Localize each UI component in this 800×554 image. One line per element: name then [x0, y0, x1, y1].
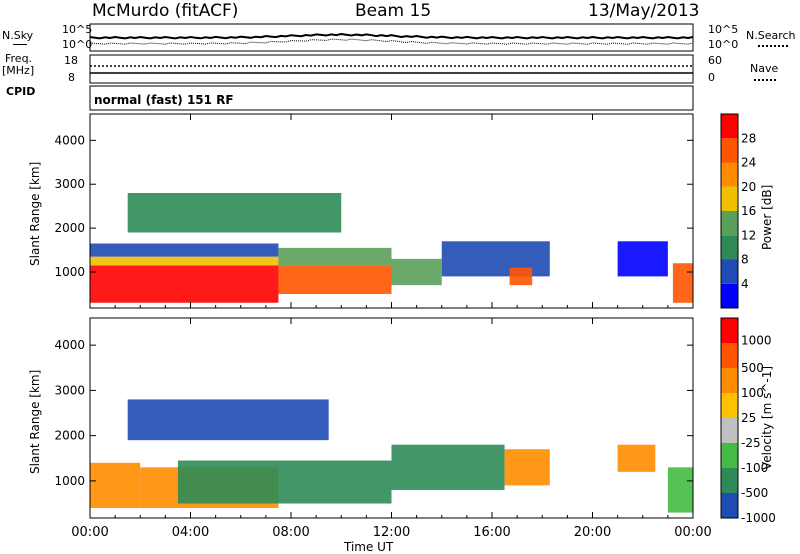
nave-tick-low: 0 — [708, 71, 715, 84]
velocity-colorbar-segment — [721, 393, 738, 418]
nsearch-label: N.Search — [746, 29, 796, 42]
power-colorbar-frame — [720, 113, 739, 309]
velocity-colorbar-segment — [721, 418, 738, 443]
velocity-colorbar-tick: -500 — [741, 486, 768, 500]
velocity-ytick-label: 3000 — [54, 383, 85, 397]
x-tick-label: 20:00 — [574, 525, 611, 540]
power-region-3 — [278, 265, 392, 294]
freq-panel-frame — [89, 54, 694, 84]
beam-title: Beam 15 — [355, 1, 432, 21]
velocity-heatmap — [90, 399, 693, 513]
velocity-region-4 — [504, 449, 550, 486]
power-colorbar-segment — [721, 186, 738, 211]
nsearch-trace — [89, 38, 694, 45]
cpid-text: normal (fast) 151 RF — [94, 93, 234, 107]
x-axis-title: Time UT — [344, 540, 394, 554]
power-colorbar-segment — [721, 235, 738, 260]
nsearch-tick-low: 10^0 — [708, 38, 739, 51]
velocity-region-6 — [667, 467, 693, 513]
power-colorbar-tick: 20 — [741, 180, 756, 194]
power-region-2 — [90, 243, 279, 257]
velocity-region-5 — [617, 444, 656, 472]
power-region-4 — [278, 247, 392, 266]
x-tick-label: 00:00 — [71, 525, 108, 540]
x-tick-label: 04:00 — [172, 525, 209, 540]
nsearch-legend-line — [758, 45, 788, 47]
nave-label: Nave — [750, 62, 779, 75]
velocity-colorbar-segment — [721, 368, 738, 393]
freq-tick-low: 8 — [68, 71, 75, 84]
velocity-colorbar-frame — [720, 317, 739, 519]
power-region-5 — [391, 258, 442, 286]
nsky-legend-line — [13, 44, 27, 45]
power-region-10 — [127, 193, 342, 233]
cpid-panel-frame — [89, 85, 694, 111]
colorbars: 4 8 12 16 20 24 28 1000 500 100 25 -25 -100 -500 -1000 — [720, 113, 776, 525]
velocity-ytick-label: 4000 — [54, 338, 85, 352]
power-ytick-label: 1000 — [54, 265, 85, 279]
x-tick-label: 00:00 — [674, 525, 711, 540]
power-colorbar-segment — [721, 162, 738, 187]
power-colorbar-tick: 4 — [741, 277, 749, 291]
power-colorbar-segment — [721, 211, 738, 236]
nsky-label: N.Sky — [2, 29, 34, 42]
x-tick-label: 16:00 — [473, 525, 510, 540]
axes: 1000 2000 3000 4000 1000 2000 3000 4000 00:00 04:… — [54, 113, 712, 540]
power-region-8 — [617, 241, 668, 277]
nsky-tick-low: 10^0 — [62, 38, 93, 51]
power-colorbar-tick: 24 — [741, 156, 756, 170]
nsky-tick-high: 10^5 — [62, 23, 93, 36]
velocity-region-2 — [177, 460, 392, 504]
freq-tick-high: 18 — [64, 54, 78, 67]
power-colorbar-segment — [721, 259, 738, 284]
nsearch-tick-high: 10^5 — [708, 23, 739, 36]
x-tick-label: 08:00 — [272, 525, 309, 540]
x-tick-label: 12:00 — [373, 525, 410, 540]
power-heatmap — [90, 193, 693, 303]
freq-label-line1: Freq. — [5, 52, 33, 65]
velocity-colorbar-segment — [721, 493, 738, 518]
nave-tick-high: 60 — [708, 54, 722, 67]
status-panels — [89, 23, 694, 111]
power-region-0 — [90, 265, 279, 303]
velocity-region-7 — [127, 399, 329, 441]
power-colorbar-tick: 28 — [741, 131, 756, 145]
velocity-colorbar-tick: 1000 — [741, 334, 772, 348]
power-region-1 — [90, 256, 279, 266]
velocity-colorbar-tick: 100 — [741, 386, 764, 400]
date-title: 13/May/2013 — [588, 1, 700, 21]
power-colorbar-segment — [721, 138, 738, 163]
velocity-colorbar-tick: 25 — [741, 411, 756, 425]
velocity-colorbar-tick: -100 — [741, 461, 768, 475]
velocity-colorbar-tick: 500 — [741, 361, 764, 375]
power-colorbar-tick: 12 — [741, 228, 756, 242]
velocity-region-0 — [90, 462, 141, 509]
power-ytick-label: 4000 — [54, 133, 85, 147]
power-ytick-label: 3000 — [54, 177, 85, 191]
velocity-region-3 — [391, 444, 505, 490]
power-colorbar-segment — [721, 283, 738, 308]
velocity-colorbar-tick: -25 — [741, 436, 761, 450]
power-region-7 — [509, 267, 533, 286]
nsky-trace — [89, 32, 694, 40]
velocity-colorbar-tick: -1000 — [741, 511, 776, 525]
power-colorbar-segment — [721, 114, 738, 139]
power-region-6 — [441, 241, 550, 277]
power-region-9 — [672, 263, 693, 303]
velocity-colorbar-segment — [721, 468, 738, 493]
power-colorbar-tick: 16 — [741, 204, 756, 218]
cpid-label: CPID — [6, 85, 36, 98]
velocity-colorbar-segment — [721, 443, 738, 468]
nave-legend-line — [754, 79, 776, 81]
velocity-colorbar-segment — [721, 343, 738, 368]
power-colorbar-tick: 8 — [741, 253, 749, 267]
velocity-ytick-label: 1000 — [54, 474, 85, 488]
velocity-colorbar-segment — [721, 318, 738, 343]
station-title: McMurdo (fitACF) — [92, 1, 239, 21]
freq-label-line2: [MHz] — [2, 64, 35, 77]
velocity-ytick-label: 2000 — [54, 429, 85, 443]
power-ytick-label: 2000 — [54, 221, 85, 235]
